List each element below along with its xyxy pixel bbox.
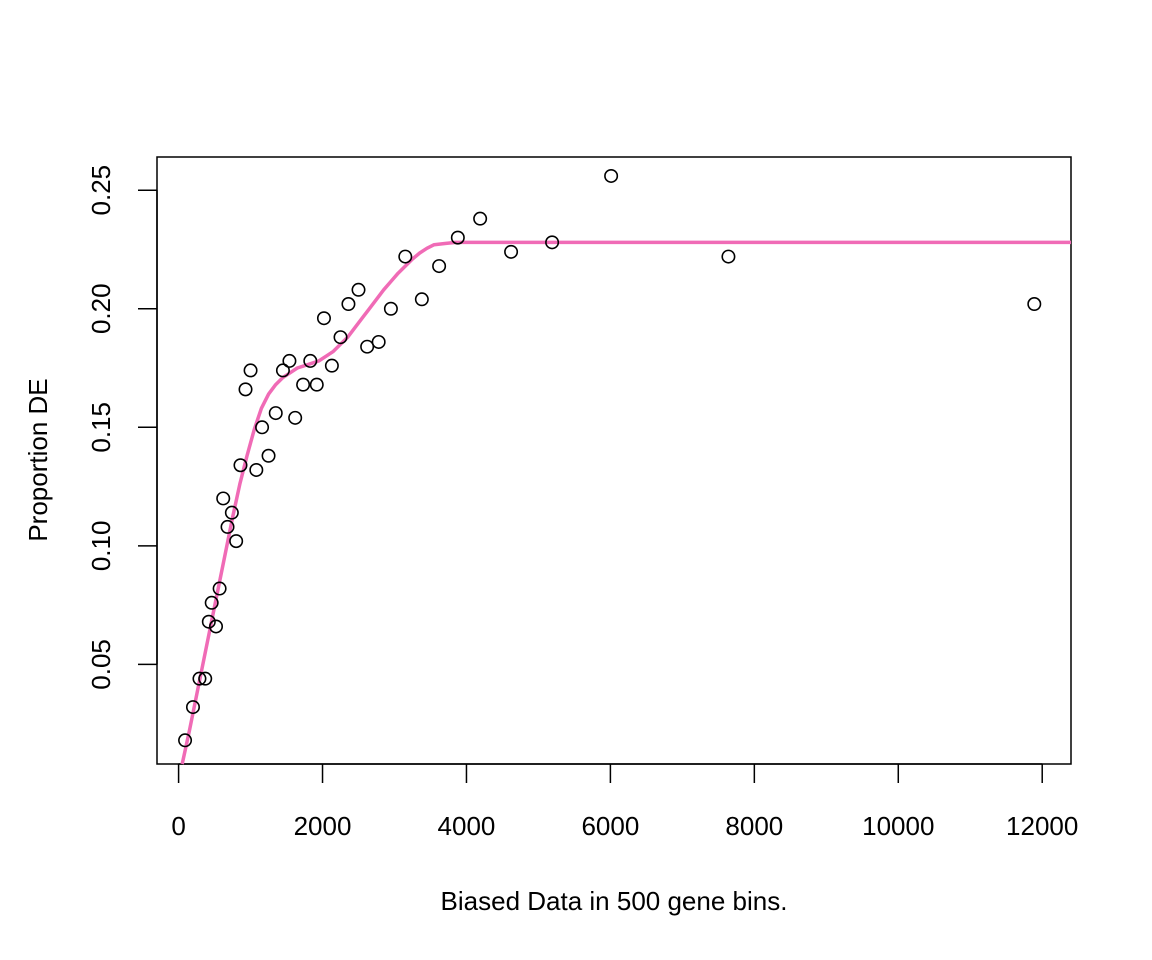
data-point <box>333 330 348 345</box>
data-point <box>398 249 413 264</box>
data-point <box>198 671 213 686</box>
y-tick-label: 0.20 <box>86 283 116 334</box>
data-point <box>261 448 276 463</box>
data-point <box>383 301 398 316</box>
data-point <box>209 619 224 634</box>
data-point <box>296 377 311 392</box>
data-point <box>216 491 231 506</box>
x-axis-title: Biased Data in 500 gene bins. <box>441 886 788 916</box>
points-layer <box>178 168 1042 748</box>
data-point <box>229 534 244 549</box>
data-point <box>268 406 283 421</box>
x-tick-label: 6000 <box>581 811 639 841</box>
data-point <box>414 292 429 307</box>
x-tick-label: 8000 <box>725 811 783 841</box>
data-point <box>351 282 366 297</box>
data-point <box>282 353 297 368</box>
y-tick-label: 0.25 <box>86 165 116 216</box>
data-point <box>224 505 239 520</box>
data-point <box>545 235 560 250</box>
data-point <box>604 168 619 183</box>
data-point <box>432 259 447 274</box>
data-point <box>212 581 227 596</box>
x-tick-label: 10000 <box>862 811 934 841</box>
x-tick-label: 2000 <box>294 811 352 841</box>
data-point <box>192 671 207 686</box>
data-point <box>303 353 318 368</box>
data-point <box>220 519 235 534</box>
data-point <box>360 339 375 354</box>
y-axis-title: Proportion DE <box>23 378 53 541</box>
data-point <box>721 249 736 264</box>
data-point <box>324 358 339 373</box>
data-point <box>316 311 331 326</box>
data-point <box>1027 297 1042 312</box>
y-axis: 0.05 0.10 0.15 0.20 0.25 <box>86 165 158 690</box>
data-point <box>255 420 270 435</box>
plot-area-frame <box>156 156 1072 765</box>
data-point <box>201 614 216 629</box>
data-point <box>450 230 465 245</box>
x-tick-label: 4000 <box>438 811 496 841</box>
data-point <box>504 244 519 259</box>
x-axis: 0 2000 4000 6000 8000 10000 12000 <box>171 763 1078 841</box>
data-point <box>233 458 248 473</box>
fitted-trend-line <box>180 240 1071 765</box>
x-tick-label: 12000 <box>1006 811 1078 841</box>
y-tick-label: 0.15 <box>86 402 116 453</box>
data-point <box>249 462 264 477</box>
data-point <box>371 334 386 349</box>
data-point <box>309 377 324 392</box>
data-point <box>275 363 290 378</box>
data-point <box>341 297 356 312</box>
data-point <box>473 211 488 226</box>
data-point <box>243 363 258 378</box>
y-tick-label: 0.10 <box>86 521 116 572</box>
data-point <box>288 410 303 425</box>
x-tick-label: 0 <box>171 811 185 841</box>
y-tick-label: 0.05 <box>86 639 116 690</box>
data-point <box>238 382 253 397</box>
data-point <box>204 595 219 610</box>
trend-line-layer <box>180 240 1071 765</box>
data-point <box>185 700 200 715</box>
data-point <box>178 733 193 748</box>
